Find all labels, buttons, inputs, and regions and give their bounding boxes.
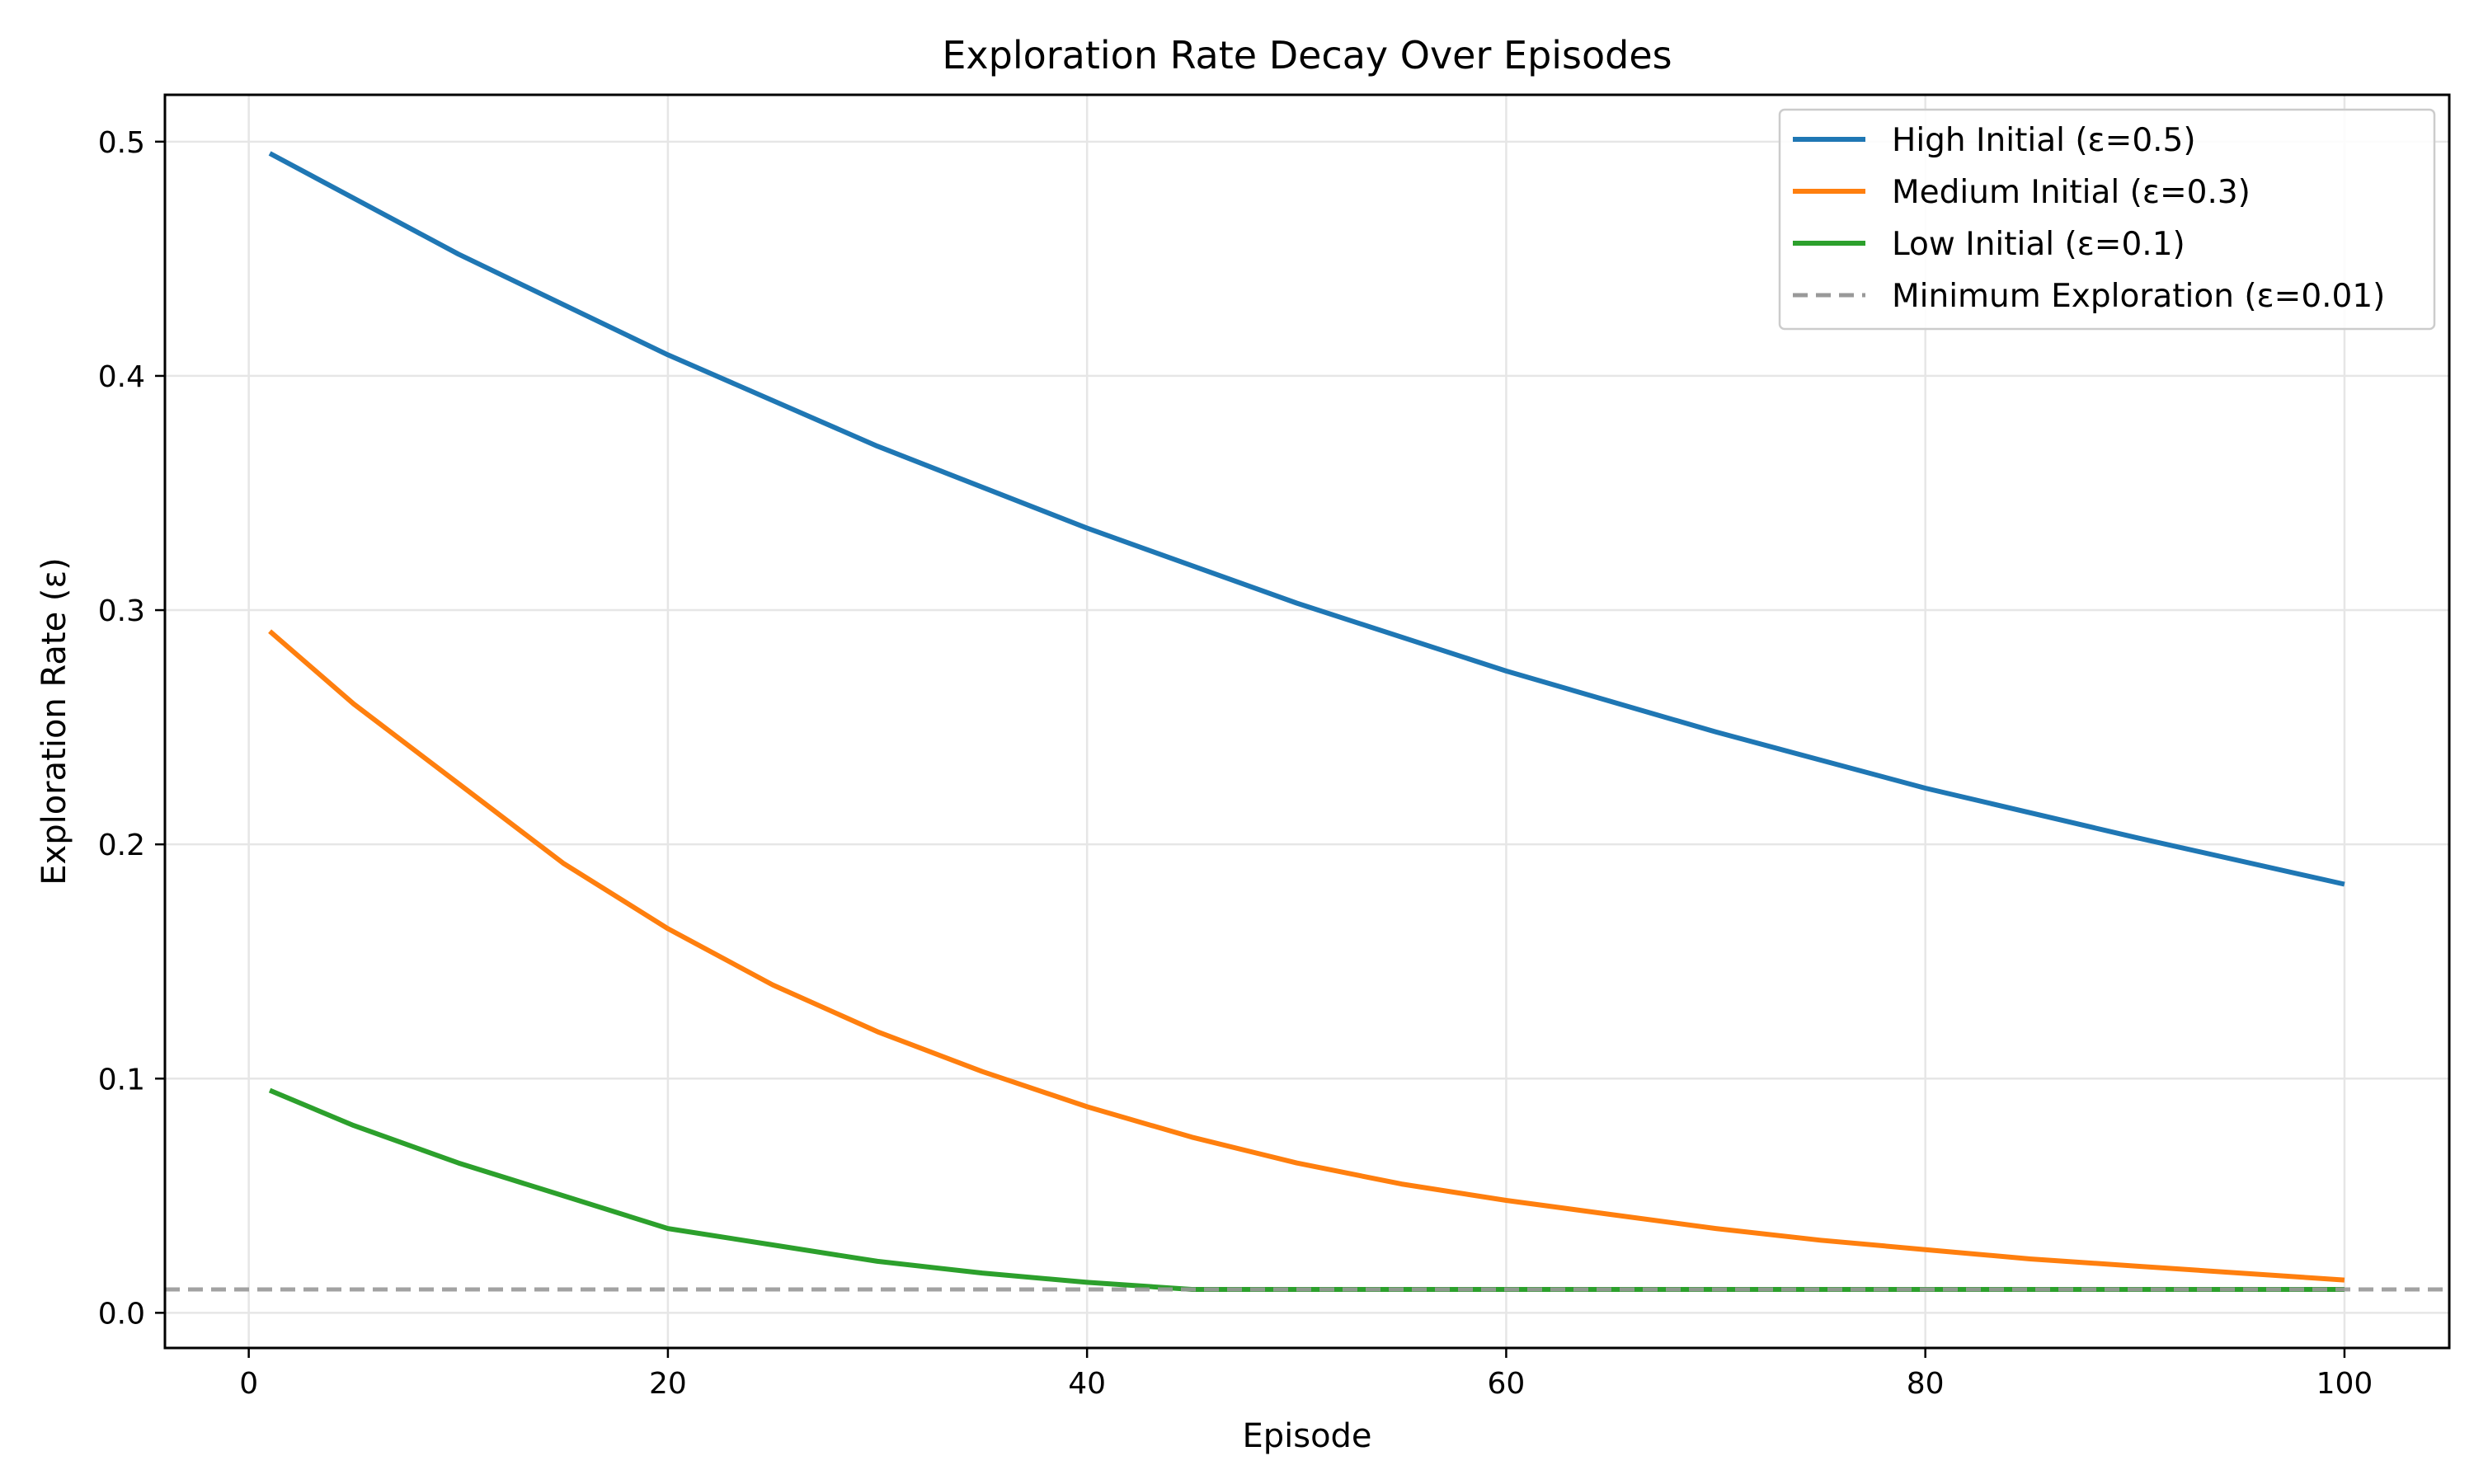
y-tick-label: 0.3 [98,594,145,628]
series-line-3 [268,1087,2345,1292]
x-tick-label: 20 [649,1367,687,1401]
legend-label: Minimum Exploration (ε=0.01) [1892,278,2385,315]
legend-label: Medium Initial (ε=0.3) [1892,174,2251,211]
y-tick-label: 0.2 [98,829,145,862]
legend: High Initial (ε=0.5) Medium Initial (ε=0.… [1778,108,2436,331]
y-axis: 0.0 0.1 0.2 0.3 0.4 0.5 [98,126,165,1331]
x-tick-label: 100 [2316,1367,2373,1401]
legend-label: Low Initial (ε=0.1) [1892,226,2185,263]
y-tick-label: 0.1 [98,1063,145,1097]
plot-frame [163,93,2451,1350]
legend-label: High Initial (ε=0.5) [1892,122,2196,159]
series-line-1 [268,151,2345,887]
y-tick-label: 0.4 [98,360,145,394]
grid-lines [165,95,2449,1348]
x-axis-label: Episode [1242,1417,1371,1455]
y-axis-label: Exploration Rate (ε) [35,557,73,885]
series-layer [165,151,2449,1292]
legend-box [1778,108,2436,331]
y-tick-label: 0.5 [98,126,145,160]
x-axis: 0 20 40 60 80 100 [239,1348,2373,1401]
y-tick-label: 0.0 [98,1297,145,1331]
x-tick-label: 0 [239,1367,258,1401]
x-tick-label: 40 [1068,1367,1106,1401]
x-tick-label: 80 [1907,1367,1945,1401]
series-line-2 [268,629,2345,1283]
chart-title: Exploration Rate Decay Over Episodes [942,33,1672,77]
x-tick-label: 60 [1488,1367,1526,1401]
